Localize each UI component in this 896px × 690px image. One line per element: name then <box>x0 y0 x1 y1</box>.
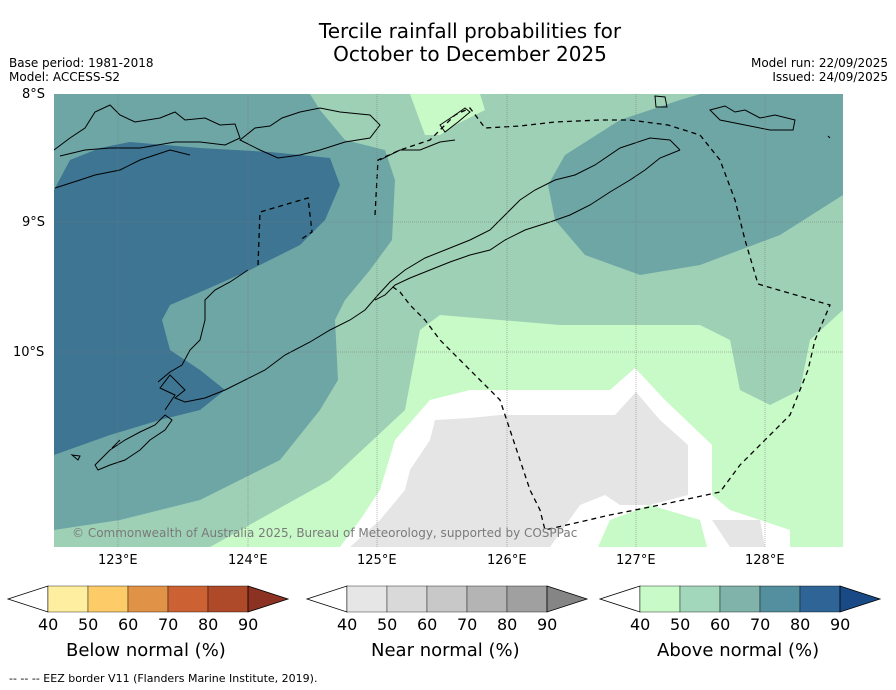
near-tick-70: 70 <box>457 615 478 634</box>
lon-label-128e: 128°E <box>745 553 785 568</box>
near-tick-90: 90 <box>537 615 558 634</box>
colorbar-near <box>305 585 589 613</box>
colorbar-above <box>598 585 882 613</box>
below-swatch-50 <box>87 585 129 613</box>
below-swatch-40 <box>47 585 89 613</box>
colorbar-above-ticks: 40 50 60 70 80 90 <box>600 615 880 637</box>
below-extend-high <box>247 585 290 613</box>
above-tick-90: 90 <box>830 615 851 634</box>
lon-label-126e: 126°E <box>487 553 527 568</box>
below-swatch-60 <box>127 585 169 613</box>
model-name: Model: ACCESS-S2 <box>9 70 121 84</box>
below-swatch-80 <box>207 585 249 613</box>
region-above-70 <box>54 142 340 455</box>
above-swatch-70 <box>759 585 801 613</box>
lon-label-125e: 125°E <box>357 553 397 568</box>
above-swatch-40 <box>639 585 681 613</box>
region-near-40-east <box>712 520 765 547</box>
below-tick-90: 90 <box>238 615 259 634</box>
colorbar-near-ticks: 40 50 60 70 80 90 <box>307 615 587 637</box>
near-swatch-60 <box>426 585 468 613</box>
eez-borders <box>257 107 831 531</box>
colorbars <box>6 585 882 613</box>
below-tick-70: 70 <box>158 615 179 634</box>
above-tick-80: 80 <box>790 615 811 634</box>
lon-label-127e: 127°E <box>616 553 656 568</box>
lon-label-124e: 124°E <box>228 553 268 568</box>
region-above-40-north <box>410 94 485 135</box>
above-tick-70: 70 <box>750 615 771 634</box>
colorbar-below <box>6 585 290 613</box>
footnote: -- -- -- EEZ border V11 (Flanders Marine… <box>9 672 318 685</box>
issued-date: Issued: 24/09/2025 <box>772 70 888 84</box>
above-tick-50: 50 <box>670 615 691 634</box>
model-run: Model run: 22/09/2025 <box>750 56 888 70</box>
below-extend-low <box>6 585 49 613</box>
region-near-40 <box>350 392 688 547</box>
above-normal-title: Above normal (%) <box>657 640 820 661</box>
meta-right: Model run: 22/09/2025 Issued: 24/09/2025 <box>751 56 888 84</box>
lat-label-10s: 10°S <box>13 345 45 360</box>
copyright-text: © Commonwealth of Australia 2025, Bureau… <box>72 526 578 540</box>
below-tick-80: 80 <box>198 615 219 634</box>
near-tick-80: 80 <box>497 615 518 634</box>
near-normal-title: Near normal (%) <box>371 640 520 661</box>
lon-label-123e: 123°E <box>98 553 138 568</box>
region-above-40-gap <box>598 505 707 547</box>
base-period: Base period: 1981-2018 <box>9 56 154 70</box>
colorbar-below-ticks: 40 50 60 70 80 90 <box>8 615 288 637</box>
meta-left: Base period: 1981-2018 Model: ACCESS-S2 <box>9 56 154 84</box>
near-tick-50: 50 <box>377 615 398 634</box>
below-normal-title: Below normal (%) <box>66 640 226 661</box>
below-tick-50: 50 <box>78 615 99 634</box>
above-tick-40: 40 <box>630 615 651 634</box>
lat-label-8s: 8°S <box>22 87 46 102</box>
above-tick-60: 60 <box>710 615 731 634</box>
near-tick-40: 40 <box>337 615 358 634</box>
near-extend-low <box>305 585 348 613</box>
near-swatch-40 <box>346 585 388 613</box>
near-extend-high <box>546 585 589 613</box>
near-swatch-50 <box>386 585 428 613</box>
near-swatch-70 <box>466 585 508 613</box>
gridlines <box>54 94 843 547</box>
above-swatch-60 <box>719 585 761 613</box>
below-tick-60: 60 <box>118 615 139 634</box>
near-swatch-80 <box>506 585 548 613</box>
chart-title: Tercile rainfall probabilities for Octob… <box>0 20 896 66</box>
above-swatch-80 <box>799 585 841 613</box>
above-extend-high <box>839 585 882 613</box>
above-extend-low <box>598 585 641 613</box>
region-above-60-east <box>548 94 843 275</box>
title-line-2: October to December 2025 <box>333 42 607 66</box>
near-tick-60: 60 <box>417 615 438 634</box>
above-swatch-50 <box>679 585 721 613</box>
coastlines <box>54 95 831 471</box>
below-tick-40: 40 <box>38 615 59 634</box>
lat-label-9s: 9°S <box>22 215 46 230</box>
title-line-1: Tercile rainfall probabilities for <box>318 19 622 43</box>
below-swatch-70 <box>167 585 209 613</box>
